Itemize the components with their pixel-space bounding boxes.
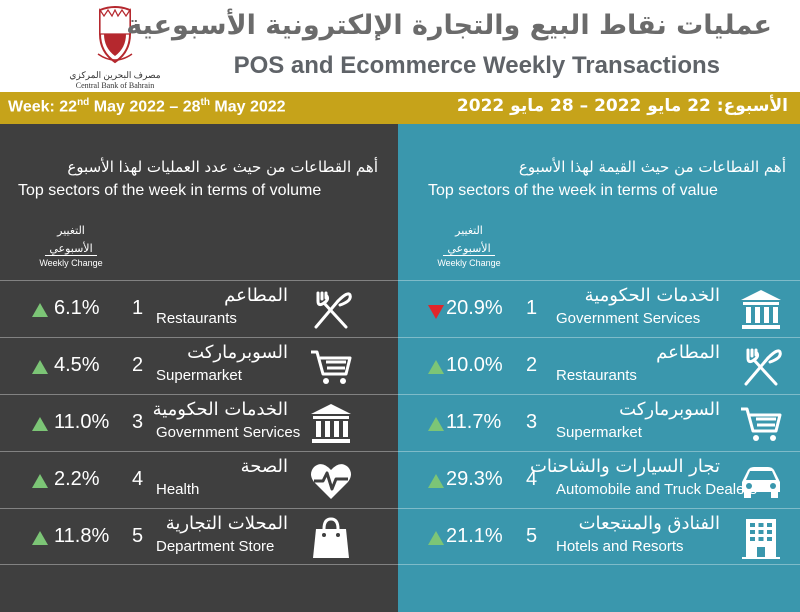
sector-row: 20.9% 1 الخدمات الحكومية Government Service… — [398, 280, 800, 337]
up-arrow-icon — [32, 303, 48, 317]
sector-row: 11.7% 3 السوبرماركت Supermarket — [398, 394, 800, 451]
sector-rank: 1 — [132, 297, 144, 319]
sector-name-arabic: الخدمات الحكومية — [152, 399, 288, 420]
sector-rank: 4 — [526, 468, 538, 490]
weekly-change-value: 6.1% — [54, 297, 100, 319]
weekly-change-header: التغيير الأسبوعي Weekly Change — [39, 224, 103, 268]
sector-rank: 2 — [132, 354, 144, 376]
up-arrow-icon — [428, 360, 444, 374]
volume-title-arabic: أهم القطاعات من حيث عدد العمليات لهذا ال… — [67, 158, 378, 176]
sector-name-arabic: المحلات التجارية — [165, 513, 288, 534]
sector-name-arabic: السوبرماركت — [187, 342, 288, 363]
week-bar: Week: 22nd May 2022 – 28th May 2022 الأس… — [0, 92, 800, 124]
weekly-change-value: 2.2% — [54, 468, 100, 490]
heart-pulse-icon — [308, 458, 354, 504]
shopping-cart-icon — [308, 344, 354, 390]
sector-rank: 3 — [526, 411, 538, 433]
title-arabic: عمليات نقاط البيع والتجارة الإلكترونية ا… — [126, 10, 772, 41]
weekly-change-value: 21.1% — [446, 525, 503, 547]
value-title-english: Top sectors of the week in terms of valu… — [428, 182, 718, 199]
weekly-change-value: 10.0% — [446, 354, 503, 376]
value-panel: أهم القطاعات من حيث القيمة لهذا الأسبوع … — [398, 124, 800, 612]
shopping-cart-icon — [738, 401, 784, 447]
sector-rank: 5 — [132, 525, 144, 547]
up-arrow-icon — [32, 474, 48, 488]
sector-name-arabic: المطاعم — [656, 342, 720, 363]
government-building-icon — [308, 401, 354, 447]
central-bank-logo: مصرف البحرين المركزي Central Bank of Bah… — [60, 4, 170, 90]
sector-name-english: Restaurants — [156, 310, 237, 327]
sector-rank: 4 — [132, 468, 144, 490]
sector-rank: 2 — [526, 354, 538, 376]
sector-row: 4.5% 2 السوبرماركت Supermarket — [0, 337, 398, 394]
sector-rank: 3 — [132, 411, 144, 433]
volume-rows: 6.1% 1 المطاعم Restaurants 4.5% 2 السوبرماركت S… — [0, 280, 398, 565]
sector-name-english: Health — [156, 481, 200, 498]
sector-name-arabic: الصحة — [240, 456, 288, 477]
header: مصرف البحرين المركزي Central Bank of Bah… — [0, 0, 800, 92]
sector-name-english: Government Services — [556, 310, 701, 327]
weekly-change-header: التغيير الأسبوعي Weekly Change — [437, 224, 501, 268]
up-arrow-icon — [428, 417, 444, 431]
value-rows: 20.9% 1 الخدمات الحكومية Government Service… — [398, 280, 800, 565]
week-range-english: Week: 22nd May 2022 – 28th May 2022 — [8, 97, 286, 116]
sector-row: 10.0% 2 المطاعم Restaurants — [398, 337, 800, 394]
sector-name-arabic: الخدمات الحكومية — [584, 285, 720, 306]
logo-caption-en: Central Bank of Bahrain — [75, 81, 155, 90]
car-icon — [738, 458, 784, 504]
sector-row: 11.8% 5 المحلات التجارية Department Store — [0, 508, 398, 565]
weekly-change-value: 11.0% — [54, 411, 110, 433]
sector-row: 6.1% 1 المطاعم Restaurants — [0, 280, 398, 337]
sector-name-english: Supermarket — [556, 424, 642, 441]
sector-name-arabic: الفنادق والمنتجعات — [578, 513, 720, 534]
up-arrow-icon — [32, 531, 48, 545]
sector-name-english: Government Services — [156, 424, 301, 441]
weekly-change-value: 4.5% — [54, 354, 100, 376]
up-arrow-icon — [428, 531, 444, 545]
fork-knife-icon — [738, 344, 784, 390]
sector-row: 21.1% 5 الفنادق والمنتجعات Hotels and Resor… — [398, 508, 800, 565]
weekly-change-value: 20.9% — [446, 297, 503, 319]
up-arrow-icon — [32, 360, 48, 374]
shopping-bag-icon — [308, 515, 354, 561]
sector-name-english: Hotels and Resorts — [556, 538, 684, 555]
weekly-change-value: 11.7% — [446, 411, 502, 433]
sector-rank: 5 — [526, 525, 538, 547]
sector-name-arabic: تجار السيارات والشاحنات — [529, 456, 720, 477]
sector-name-english: Department Store — [156, 538, 275, 555]
sector-name-english: Restaurants — [556, 367, 637, 384]
sector-row: 2.2% 4 الصحة Health — [0, 451, 398, 508]
hotel-building-icon — [738, 515, 784, 561]
sector-name-arabic: السوبرماركت — [619, 399, 720, 420]
down-arrow-icon — [428, 305, 444, 319]
weekly-change-value: 29.3% — [446, 468, 503, 490]
government-building-icon — [738, 287, 784, 333]
value-title-arabic: أهم القطاعات من حيث القيمة لهذا الأسبوع — [518, 158, 786, 176]
up-arrow-icon — [428, 474, 444, 488]
week-range-arabic: الأسبوع: 22 مايو 2022 – 28 مايو 2022 — [456, 96, 788, 116]
sector-name-english: Automobile and Truck Dealers — [556, 481, 757, 498]
crest-icon — [97, 6, 133, 64]
fork-knife-icon — [308, 287, 354, 333]
volume-title-english: Top sectors of the week in terms of volu… — [18, 182, 322, 199]
sector-row: 29.3% 4 تجار السيارات والشاحنات Automobile … — [398, 451, 800, 508]
title-english: POS and Ecommerce Weekly Transactions — [233, 52, 720, 79]
sector-rank: 1 — [526, 297, 538, 319]
sector-name-english: Supermarket — [156, 367, 242, 384]
weekly-change-value: 11.8% — [54, 525, 110, 547]
up-arrow-icon — [32, 417, 48, 431]
sector-row: 11.0% 3 الخدمات الحكومية Government Service… — [0, 394, 398, 451]
sector-name-arabic: المطاعم — [224, 285, 288, 306]
volume-panel: أهم القطاعات من حيث عدد العمليات لهذا ال… — [0, 124, 398, 612]
logo-caption-ar: مصرف البحرين المركزي — [69, 70, 161, 80]
